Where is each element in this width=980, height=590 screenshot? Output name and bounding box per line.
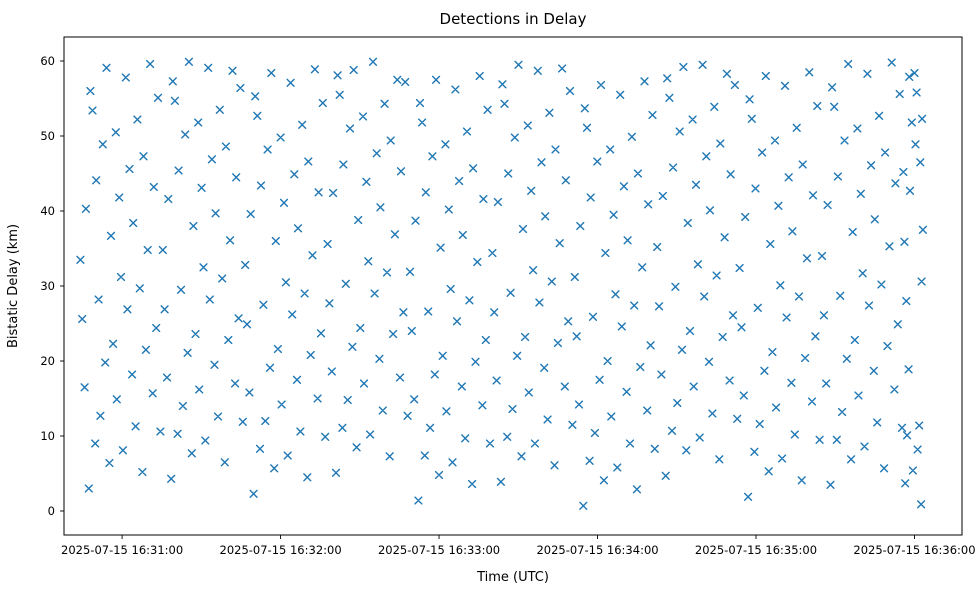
x-tick-label: 2025-07-15 16:31:00 bbox=[61, 543, 183, 557]
x-axis-label: Time (UTC) bbox=[476, 570, 549, 585]
x-tick-label: 2025-07-15 16:34:00 bbox=[536, 543, 658, 557]
x-tick-label: 2025-07-15 16:35:00 bbox=[695, 543, 817, 557]
y-tick-label: 30 bbox=[40, 279, 55, 293]
y-tick-label: 0 bbox=[48, 504, 55, 518]
y-tick-label: 40 bbox=[40, 204, 55, 218]
x-tick-label: 2025-07-15 16:36:00 bbox=[853, 543, 975, 557]
y-tick-label: 60 bbox=[40, 54, 55, 68]
x-tick-label: 2025-07-15 16:32:00 bbox=[220, 543, 342, 557]
chart-title: Detections in Delay bbox=[440, 10, 587, 28]
y-tick-label: 10 bbox=[40, 429, 55, 443]
data-points bbox=[76, 57, 927, 510]
y-axis-label: Bistatic Delay (km) bbox=[6, 224, 21, 348]
x-tick-label: 2025-07-15 16:33:00 bbox=[378, 543, 500, 557]
plot-border bbox=[63, 36, 963, 536]
y-tick-label: 20 bbox=[40, 354, 55, 368]
y-tick-label: 50 bbox=[40, 129, 55, 143]
